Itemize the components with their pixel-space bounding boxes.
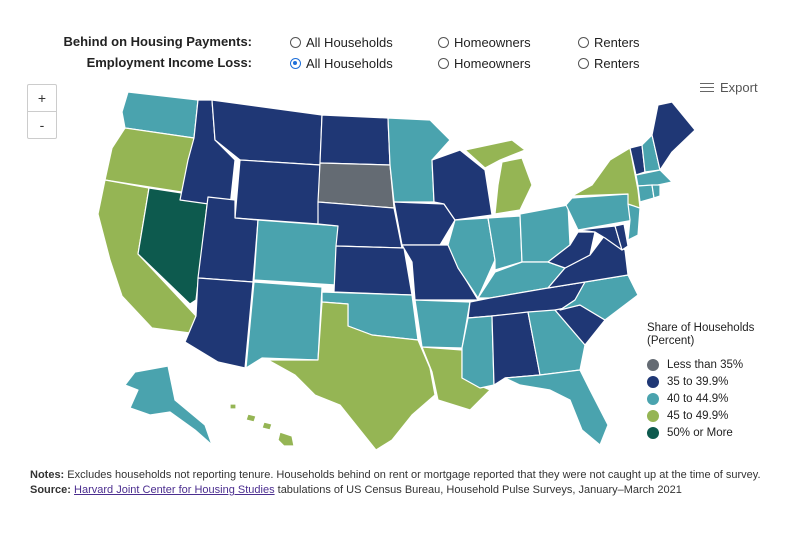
state-florida[interactable] — [504, 369, 609, 446]
state-iowa[interactable] — [393, 201, 456, 246]
income-loss-row: Employment Income Loss: All Households H… — [0, 53, 800, 73]
legend: Share of Households (Percent) Less than … — [647, 322, 777, 441]
legend-item: Less than 35% — [647, 356, 777, 373]
notes: Notes: Excludes households not reporting… — [30, 468, 770, 498]
income-loss-label: Employment Income Loss: — [86, 55, 252, 70]
state-hawaii[interactable] — [229, 403, 295, 447]
radio-icon — [438, 36, 449, 48]
state-michigan[interactable] — [464, 139, 533, 215]
state-wyoming[interactable] — [234, 159, 321, 225]
zoom-control: + - — [27, 84, 57, 139]
behind-payments-row: Behind on Housing Payments: All Househol… — [0, 32, 800, 52]
state-mississippi[interactable] — [461, 315, 495, 389]
notes-line: Notes: Excludes households not reporting… — [30, 469, 761, 481]
zoom-out-button[interactable]: - — [28, 111, 56, 138]
legend-item: 40 to 44.9% — [647, 390, 777, 407]
state-colorado[interactable] — [253, 219, 341, 286]
income-all-households-radio[interactable]: All Households — [290, 53, 393, 73]
state-texas[interactable] — [267, 301, 436, 451]
legend-swatch-icon — [647, 426, 659, 439]
state-north-carolina[interactable] — [559, 274, 639, 321]
behind-payments-label: Behind on Housing Payments: — [63, 34, 252, 49]
legend-swatch-icon — [647, 375, 659, 388]
radio-selected-icon — [290, 57, 301, 69]
state-maine[interactable] — [651, 101, 696, 171]
state-oregon[interactable] — [104, 127, 195, 194]
behind-all-households-radio[interactable]: All Households — [290, 32, 393, 52]
legend-item: 50% or More — [647, 424, 777, 441]
legend-item: 35 to 39.9% — [647, 373, 777, 390]
legend-title: Share of Households (Percent) — [647, 322, 755, 347]
radio-icon — [438, 57, 449, 69]
state-maryland[interactable] — [577, 225, 623, 251]
radio-icon — [578, 57, 589, 69]
state-delaware[interactable] — [614, 223, 629, 251]
export-button[interactable]: Export — [700, 80, 758, 95]
legend-swatch-icon — [647, 358, 659, 371]
menu-icon — [700, 80, 714, 95]
state-arizona[interactable] — [184, 277, 254, 369]
source-line: Source: Harvard Joint Center for Housing… — [30, 484, 682, 496]
state-alaska[interactable] — [124, 365, 213, 446]
state-wisconsin[interactable] — [431, 149, 493, 221]
state-indiana[interactable] — [487, 215, 523, 271]
state-connecticut[interactable] — [637, 184, 655, 203]
state-new-mexico[interactable] — [245, 281, 323, 369]
legend-swatch-icon — [647, 392, 659, 405]
state-south-dakota[interactable] — [317, 162, 395, 209]
state-kansas[interactable] — [333, 245, 413, 296]
legend-swatch-icon — [647, 409, 659, 422]
state-georgia[interactable] — [527, 309, 586, 376]
state-new-jersey[interactable] — [627, 203, 641, 241]
income-renters-radio[interactable]: Renters — [578, 53, 640, 73]
state-massachusetts[interactable] — [635, 169, 673, 187]
radio-icon — [290, 36, 301, 48]
behind-homeowners-radio[interactable]: Homeowners — [438, 32, 531, 52]
legend-item: 45 to 49.9% — [647, 407, 777, 424]
radio-icon — [578, 36, 589, 48]
source-link[interactable]: Harvard Joint Center for Housing Studies — [74, 484, 275, 496]
zoom-in-button[interactable]: + — [37, 90, 47, 106]
state-rhode-island[interactable] — [651, 184, 661, 199]
behind-renters-radio[interactable]: Renters — [578, 32, 640, 52]
income-homeowners-radio[interactable]: Homeowners — [438, 53, 531, 73]
state-north-dakota[interactable] — [319, 114, 391, 166]
state-arkansas[interactable] — [414, 299, 471, 349]
